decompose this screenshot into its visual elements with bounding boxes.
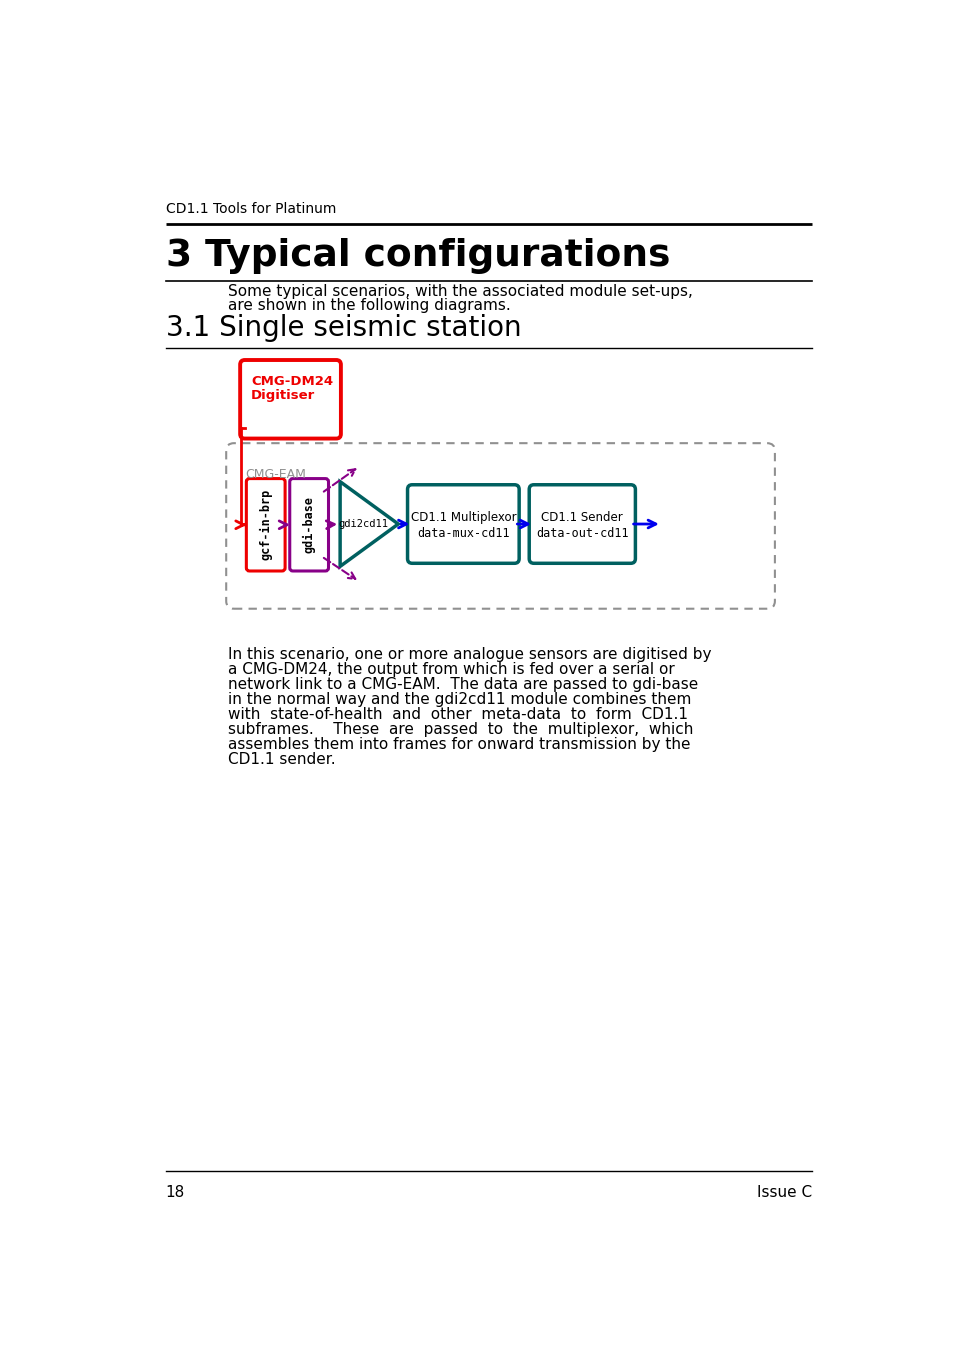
FancyBboxPatch shape (246, 478, 285, 571)
Text: Some typical scenarios, with the associated module set-ups,: Some typical scenarios, with the associa… (228, 284, 692, 299)
Text: data-out-cd11: data-out-cd11 (536, 527, 628, 540)
Text: 3.1 Single seismic station: 3.1 Single seismic station (166, 313, 521, 342)
FancyBboxPatch shape (529, 485, 635, 563)
Text: a CMG-DM24, the output from which is fed over a serial or: a CMG-DM24, the output from which is fed… (228, 662, 674, 677)
Text: subframes.    These  are  passed  to  the  multiplexor,  which: subframes. These are passed to the multi… (228, 723, 693, 738)
FancyBboxPatch shape (407, 485, 518, 563)
Text: network link to a CMG-EAM.  The data are passed to gdi-base: network link to a CMG-EAM. The data are … (228, 677, 698, 692)
Text: Issue C: Issue C (756, 1185, 811, 1200)
Text: CD1.1 Sender: CD1.1 Sender (541, 512, 622, 524)
Text: 3 Typical configurations: 3 Typical configurations (166, 238, 669, 274)
Text: Digitiser: Digitiser (251, 389, 314, 403)
Text: CMG-DM24: CMG-DM24 (251, 376, 333, 388)
FancyBboxPatch shape (240, 359, 340, 439)
Text: CD1.1 sender.: CD1.1 sender. (228, 753, 335, 767)
Text: assembles them into frames for onward transmission by the: assembles them into frames for onward tr… (228, 738, 690, 753)
Text: CD1.1 Multiplexor: CD1.1 Multiplexor (410, 512, 516, 524)
Text: are shown in the following diagrams.: are shown in the following diagrams. (228, 299, 510, 313)
Text: gcf-in-brp: gcf-in-brp (259, 489, 272, 561)
FancyBboxPatch shape (290, 478, 328, 571)
Text: CD1.1 Tools for Platinum: CD1.1 Tools for Platinum (166, 203, 335, 216)
Text: with  state-of-health  and  other  meta-data  to  form  CD1.1: with state-of-health and other meta-data… (228, 708, 687, 723)
Text: 18: 18 (166, 1185, 185, 1200)
Text: CMG-EAM: CMG-EAM (245, 467, 305, 481)
Text: data-mux-cd11: data-mux-cd11 (416, 527, 509, 540)
Polygon shape (340, 482, 397, 566)
Text: gdi2cd11: gdi2cd11 (338, 519, 388, 530)
Text: in the normal way and the gdi2cd11 module combines them: in the normal way and the gdi2cd11 modul… (228, 692, 690, 708)
Text: In this scenario, one or more analogue sensors are digitised by: In this scenario, one or more analogue s… (228, 647, 711, 662)
Text: gdi-base: gdi-base (302, 496, 315, 554)
